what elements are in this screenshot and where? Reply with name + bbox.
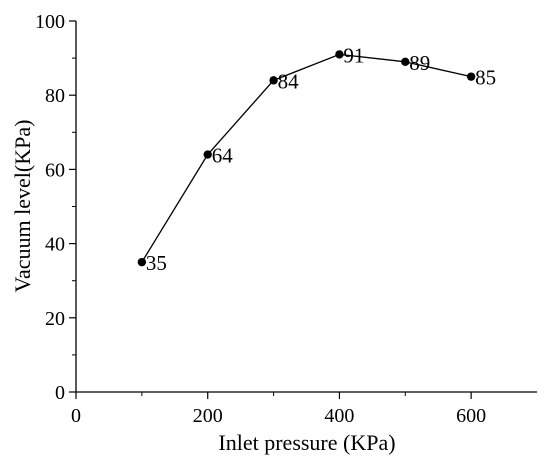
series-line — [141, 53, 472, 263]
ticks-layer: 0 200 400 600 0 20 40 60 80 100 — [35, 11, 486, 427]
x-tick-label: 400 — [324, 405, 354, 427]
data-point — [466, 72, 476, 81]
x-tick-label: 600 — [456, 405, 486, 427]
data-label: 85 — [475, 66, 496, 90]
y-tick-label: 100 — [35, 11, 65, 33]
data-point — [203, 150, 212, 159]
data-label: 64 — [212, 144, 234, 168]
x-axis-title: Inlet pressure (KPa) — [218, 430, 395, 455]
y-tick-label: 0 — [55, 382, 65, 404]
y-tick-label: 80 — [45, 85, 65, 107]
data-label: 89 — [409, 51, 430, 75]
x-tick-label: 0 — [71, 405, 81, 427]
data-point — [269, 76, 278, 85]
data-label: 91 — [343, 43, 364, 67]
series-layer: 35 64 84 91 89 85 — [137, 43, 496, 275]
data-label: 35 — [146, 251, 167, 275]
data-point — [401, 57, 410, 67]
labels-layer: Inlet pressure (KPa) Vacuum level(KPa) — [10, 120, 396, 455]
y-tick-label: 20 — [45, 308, 65, 330]
data-point — [137, 257, 147, 267]
data-label: 84 — [278, 69, 300, 93]
y-tick-label: 40 — [45, 234, 65, 256]
x-tick-label: 200 — [193, 405, 223, 427]
y-axis-title: Vacuum level(KPa) — [10, 120, 35, 293]
data-point — [335, 50, 344, 59]
y-tick-label: 60 — [45, 159, 65, 181]
